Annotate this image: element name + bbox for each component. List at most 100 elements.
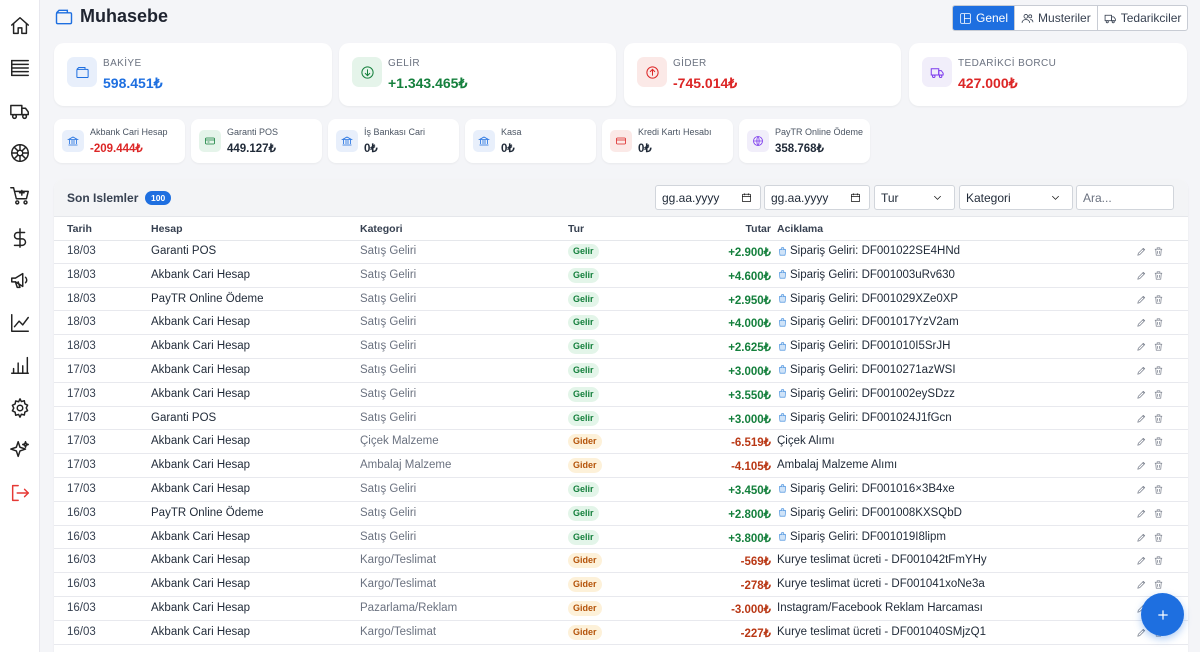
type-badge: Gelir bbox=[568, 386, 599, 402]
table-row: 16/03 Akbank Cari Hesap Kargo/Teslimat Gide… bbox=[54, 573, 1188, 597]
supplier-debt-label: TEDARİKCİ BORCU bbox=[958, 58, 1057, 69]
cell-date: 16/03 bbox=[67, 530, 96, 543]
megaphone-icon[interactable] bbox=[8, 268, 32, 292]
type-badge: Gider bbox=[568, 434, 602, 450]
edit-icon[interactable] bbox=[1136, 436, 1147, 450]
account-is-bankasi[interactable]: İş Bankası Cari 0₺ bbox=[328, 119, 459, 163]
dollar-icon[interactable] bbox=[8, 226, 32, 250]
chevron-down-icon bbox=[934, 195, 941, 200]
description-text: Sipariş Geliri: DF001024J1fGcn bbox=[790, 411, 952, 424]
account-kredi-karti[interactable]: Kredi Kartı Hesabı 0₺ bbox=[602, 119, 733, 163]
cell-amount: -4.105₺ bbox=[731, 461, 771, 474]
delete-icon[interactable] bbox=[1153, 317, 1164, 331]
cell-type: Gelir bbox=[568, 481, 599, 497]
type-badge: Gider bbox=[568, 624, 602, 640]
delete-icon[interactable] bbox=[1153, 294, 1164, 308]
delete-icon[interactable] bbox=[1153, 246, 1164, 260]
shopping-bag-icon bbox=[777, 269, 788, 280]
edit-icon[interactable] bbox=[1136, 413, 1147, 427]
description-text: Sipariş Geliri: DF0010271azWSI bbox=[790, 363, 956, 376]
cell-account: Akbank Cari Hesap bbox=[151, 601, 251, 614]
delete-icon[interactable] bbox=[1153, 389, 1164, 403]
account-paytr[interactable]: PayTR Online Ödeme 358.768₺ bbox=[739, 119, 870, 163]
edit-icon[interactable] bbox=[1136, 246, 1147, 260]
type-badge: Gelir bbox=[568, 291, 599, 307]
table-row: 17/03 Akbank Cari Hesap Satış Geliri Gelir +… bbox=[54, 383, 1188, 407]
trend-icon[interactable] bbox=[8, 311, 32, 335]
cell-account: Akbank Cari Hesap bbox=[151, 340, 251, 353]
account-garanti-pos[interactable]: Garanti POS 449.127₺ bbox=[191, 119, 322, 163]
type-select[interactable]: Tur bbox=[874, 185, 955, 210]
add-transaction-button[interactable] bbox=[1141, 593, 1184, 636]
delete-icon[interactable] bbox=[1153, 460, 1164, 474]
account-akbank[interactable]: Akbank Cari Hesap -209.444₺ bbox=[54, 119, 185, 163]
delete-icon[interactable] bbox=[1153, 436, 1164, 450]
truck-icon[interactable] bbox=[8, 99, 32, 123]
col-description: Aciklama bbox=[777, 223, 824, 235]
cart-plus-icon[interactable] bbox=[8, 184, 32, 208]
shopping-bag-icon bbox=[777, 483, 788, 494]
edit-icon[interactable] bbox=[1136, 294, 1147, 308]
date-to-input[interactable]: gg.aa.yyyy bbox=[764, 185, 870, 210]
delete-icon[interactable] bbox=[1153, 413, 1164, 427]
delete-icon[interactable] bbox=[1153, 270, 1164, 284]
arrow-down-circle-icon bbox=[352, 57, 382, 87]
sparkle-icon[interactable] bbox=[8, 438, 32, 462]
delete-icon[interactable] bbox=[1153, 484, 1164, 498]
category-select-value: Kategori bbox=[966, 190, 1011, 205]
cell-description: Sipariş Geliri: DF0010271azWSI bbox=[777, 364, 956, 376]
logout-icon[interactable] bbox=[8, 481, 32, 505]
list-icon[interactable] bbox=[8, 56, 32, 80]
table-row: 18/03 Garanti POS Satış Geliri Gelir +2.900₺… bbox=[54, 240, 1188, 264]
account-value: 0₺ bbox=[501, 143, 515, 155]
type-badge: Gelir bbox=[568, 244, 599, 259]
edit-icon[interactable] bbox=[1136, 532, 1147, 546]
cell-date: 18/03 bbox=[67, 245, 96, 257]
bar-chart-icon[interactable] bbox=[8, 353, 32, 377]
cell-amount: +3.800₺ bbox=[728, 532, 771, 545]
shopping-bag-icon bbox=[777, 341, 788, 352]
delete-icon[interactable] bbox=[1153, 532, 1164, 546]
category-select[interactable]: Kategori bbox=[959, 185, 1073, 210]
search-input[interactable] bbox=[1083, 190, 1167, 205]
shopping-bag-icon bbox=[777, 531, 788, 542]
delete-icon[interactable] bbox=[1153, 555, 1164, 569]
account-kasa[interactable]: Kasa 0₺ bbox=[465, 119, 596, 163]
cell-type: Gelir bbox=[568, 362, 599, 378]
home-icon[interactable] bbox=[8, 14, 32, 38]
edit-icon[interactable] bbox=[1136, 365, 1147, 379]
delete-icon[interactable] bbox=[1153, 365, 1164, 379]
cell-description: Sipariş Geliri: DF001019I8lipm bbox=[777, 531, 946, 543]
shopping-bag-icon bbox=[777, 412, 788, 423]
tab-musteriler[interactable]: Musteriler bbox=[1014, 6, 1097, 30]
search-field[interactable] bbox=[1076, 185, 1174, 210]
edit-icon[interactable] bbox=[1136, 579, 1147, 593]
description-text: Kurye teslimat ücreti - DF001042tFmYHy bbox=[777, 554, 987, 567]
edit-icon[interactable] bbox=[1136, 484, 1147, 498]
edit-icon[interactable] bbox=[1136, 389, 1147, 403]
edit-icon[interactable] bbox=[1136, 555, 1147, 569]
flower-icon[interactable] bbox=[8, 141, 32, 165]
cell-amount: +4.600₺ bbox=[728, 270, 771, 283]
cell-category: Satış Geliri bbox=[360, 530, 417, 543]
edit-icon[interactable] bbox=[1136, 341, 1147, 355]
delete-icon[interactable] bbox=[1153, 508, 1164, 522]
description-text: Sipariş Geliri: DF001029XZe0XP bbox=[790, 292, 959, 305]
tab-tedarikciler[interactable]: Tedarikciler bbox=[1096, 6, 1188, 30]
edit-icon[interactable] bbox=[1136, 460, 1147, 474]
cell-type: Gelir bbox=[568, 291, 599, 307]
tab-label: Musteriler bbox=[1038, 11, 1091, 25]
cell-category: Satış Geliri bbox=[360, 506, 417, 519]
edit-icon[interactable] bbox=[1136, 270, 1147, 284]
wallet-icon bbox=[67, 57, 97, 87]
delete-icon[interactable] bbox=[1153, 579, 1164, 593]
edit-icon[interactable] bbox=[1136, 317, 1147, 331]
delete-icon[interactable] bbox=[1153, 341, 1164, 355]
account-value: 0₺ bbox=[364, 143, 378, 155]
edit-icon[interactable] bbox=[1136, 508, 1147, 522]
date-from-input[interactable]: gg.aa.yyyy bbox=[655, 185, 761, 210]
cell-amount: +2.625₺ bbox=[728, 342, 771, 355]
tab-genel[interactable]: Genel bbox=[953, 6, 1015, 30]
gear-icon[interactable] bbox=[8, 396, 32, 420]
edit-icon[interactable] bbox=[1136, 627, 1147, 641]
